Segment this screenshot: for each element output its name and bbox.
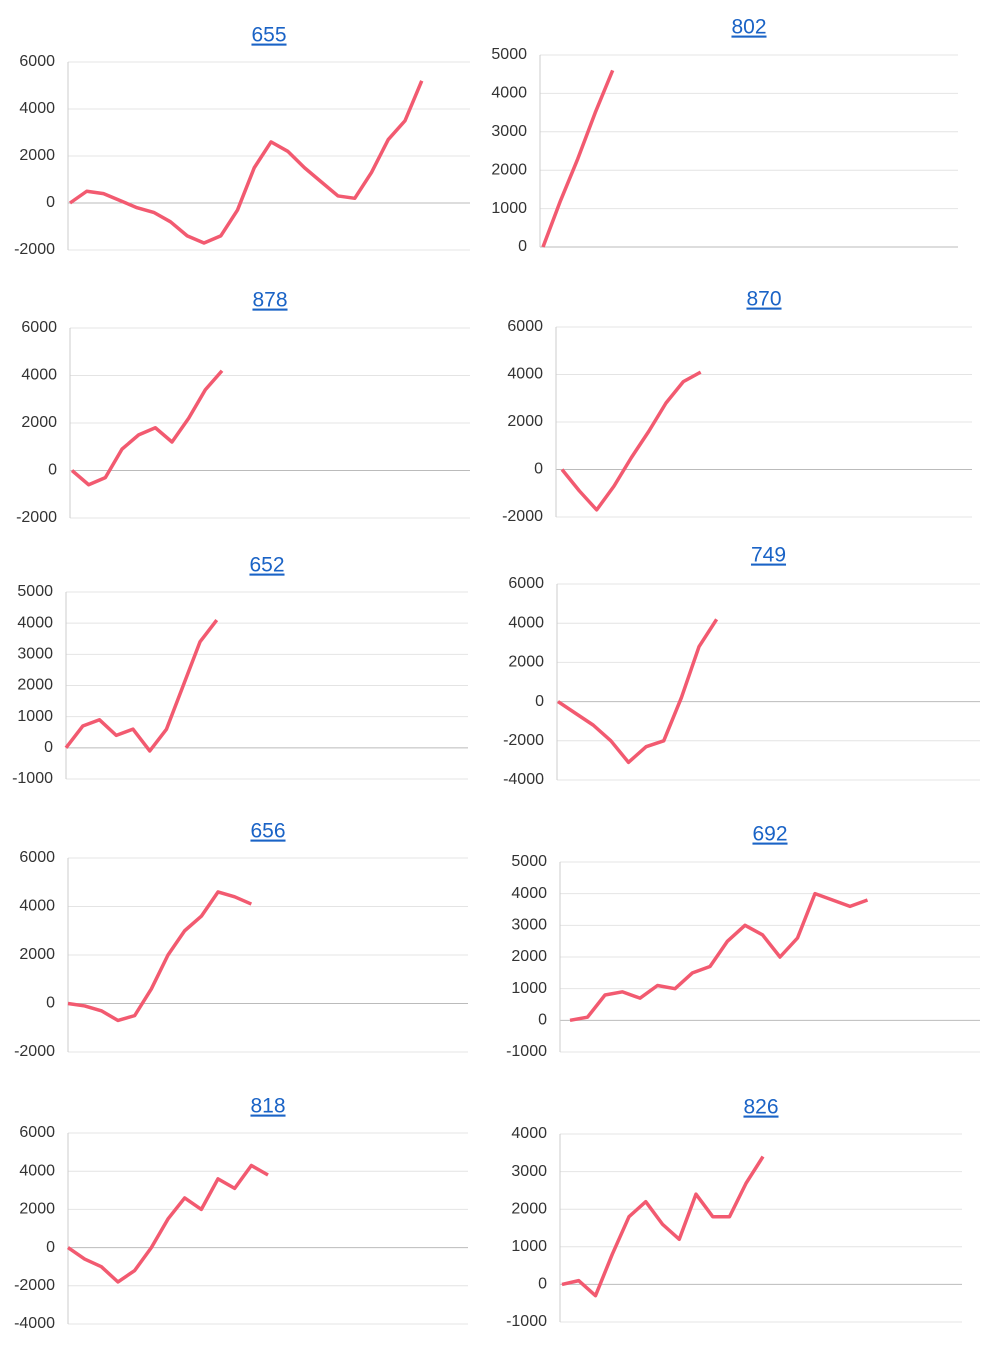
data-line	[67, 890, 253, 1023]
y-tick-label: 4000	[491, 85, 527, 102]
y-tick-label: 0	[518, 238, 527, 255]
chart-title[interactable]: 655	[251, 24, 286, 47]
y-tick-label: 4000	[19, 100, 55, 117]
y-tick-label: 4000	[19, 898, 55, 915]
y-tick-label: 6000	[507, 318, 543, 335]
data-line	[560, 370, 702, 512]
y-tick-label: 6000	[19, 53, 55, 70]
y-tick-label: -1000	[506, 1313, 547, 1330]
y-tick-label: 2000	[17, 677, 53, 694]
y-tick-label: -2000	[14, 1043, 55, 1060]
y-tick-label: -2000	[503, 732, 544, 749]
y-tick-label: 0	[46, 995, 55, 1012]
y-tick-label: 6000	[508, 575, 544, 592]
y-tick-label: 6000	[19, 1124, 55, 1141]
y-tick-label: 2000	[508, 654, 544, 671]
y-tick-label: 0	[46, 194, 55, 211]
y-tick-label: 2000	[19, 147, 55, 164]
y-tick-label: 1000	[511, 1238, 547, 1255]
y-tick-label: -1000	[506, 1043, 547, 1060]
y-tick-label: 1000	[17, 708, 53, 725]
y-tick-label: 4000	[21, 367, 57, 384]
chart-title[interactable]: 870	[746, 288, 781, 311]
y-tick-label: 1000	[511, 980, 547, 997]
y-tick-label: 2000	[507, 413, 543, 430]
chart-title[interactable]: 692	[752, 823, 787, 846]
y-tick-label: 6000	[19, 849, 55, 866]
y-tick-label: 4000	[507, 366, 543, 383]
y-tick-label: 2000	[19, 946, 55, 963]
y-tick-label: 2000	[511, 1200, 547, 1217]
y-tick-label: 5000	[491, 46, 527, 63]
y-tick-label: 4000	[17, 614, 53, 631]
chart-title[interactable]: 802	[731, 16, 766, 39]
y-tick-label: -2000	[14, 1277, 55, 1294]
chart-title[interactable]: 749	[751, 544, 786, 567]
data-line	[541, 69, 615, 248]
y-tick-label: 6000	[21, 319, 57, 336]
chart-title[interactable]: 652	[249, 554, 284, 577]
y-tick-label: -1000	[12, 770, 53, 787]
y-tick-label: 4000	[511, 885, 547, 902]
y-tick-label: 0	[535, 693, 544, 710]
y-tick-label: 3000	[511, 917, 547, 934]
data-line	[557, 618, 719, 765]
data-line	[64, 618, 219, 753]
y-tick-label: 0	[538, 1276, 547, 1293]
chart-title[interactable]: 818	[250, 1095, 285, 1118]
y-tick-label: -4000	[14, 1315, 55, 1332]
data-line	[561, 1155, 765, 1298]
chart-title[interactable]: 878	[252, 289, 287, 312]
y-tick-label: 4000	[511, 1125, 547, 1142]
y-tick-label: 4000	[19, 1162, 55, 1179]
chart-title[interactable]: 656	[250, 820, 285, 843]
y-tick-label: 4000	[508, 614, 544, 631]
y-tick-label: 2000	[21, 414, 57, 431]
y-tick-label: 5000	[511, 853, 547, 870]
y-tick-label: -2000	[14, 241, 55, 258]
y-tick-label: 0	[534, 461, 543, 478]
y-tick-label: 0	[48, 462, 57, 479]
y-tick-label: 0	[46, 1239, 55, 1256]
y-tick-label: -2000	[16, 509, 57, 526]
y-tick-label: 2000	[511, 948, 547, 965]
y-tick-label: -2000	[502, 508, 543, 525]
y-tick-label: 2000	[491, 161, 527, 178]
data-line	[569, 891, 869, 1023]
y-tick-label: -4000	[503, 771, 544, 788]
y-tick-label: 3000	[17, 646, 53, 663]
data-line	[70, 369, 224, 487]
y-tick-label: 1000	[491, 200, 527, 217]
y-tick-label: 3000	[491, 123, 527, 140]
data-line	[68, 80, 424, 245]
chart-title[interactable]: 826	[743, 1096, 778, 1119]
y-tick-label: 5000	[17, 583, 53, 600]
y-tick-label: 0	[538, 1012, 547, 1029]
y-tick-label: 2000	[19, 1201, 55, 1218]
y-tick-label: 0	[44, 739, 53, 756]
y-tick-label: 3000	[511, 1163, 547, 1180]
data-line	[67, 1163, 269, 1284]
